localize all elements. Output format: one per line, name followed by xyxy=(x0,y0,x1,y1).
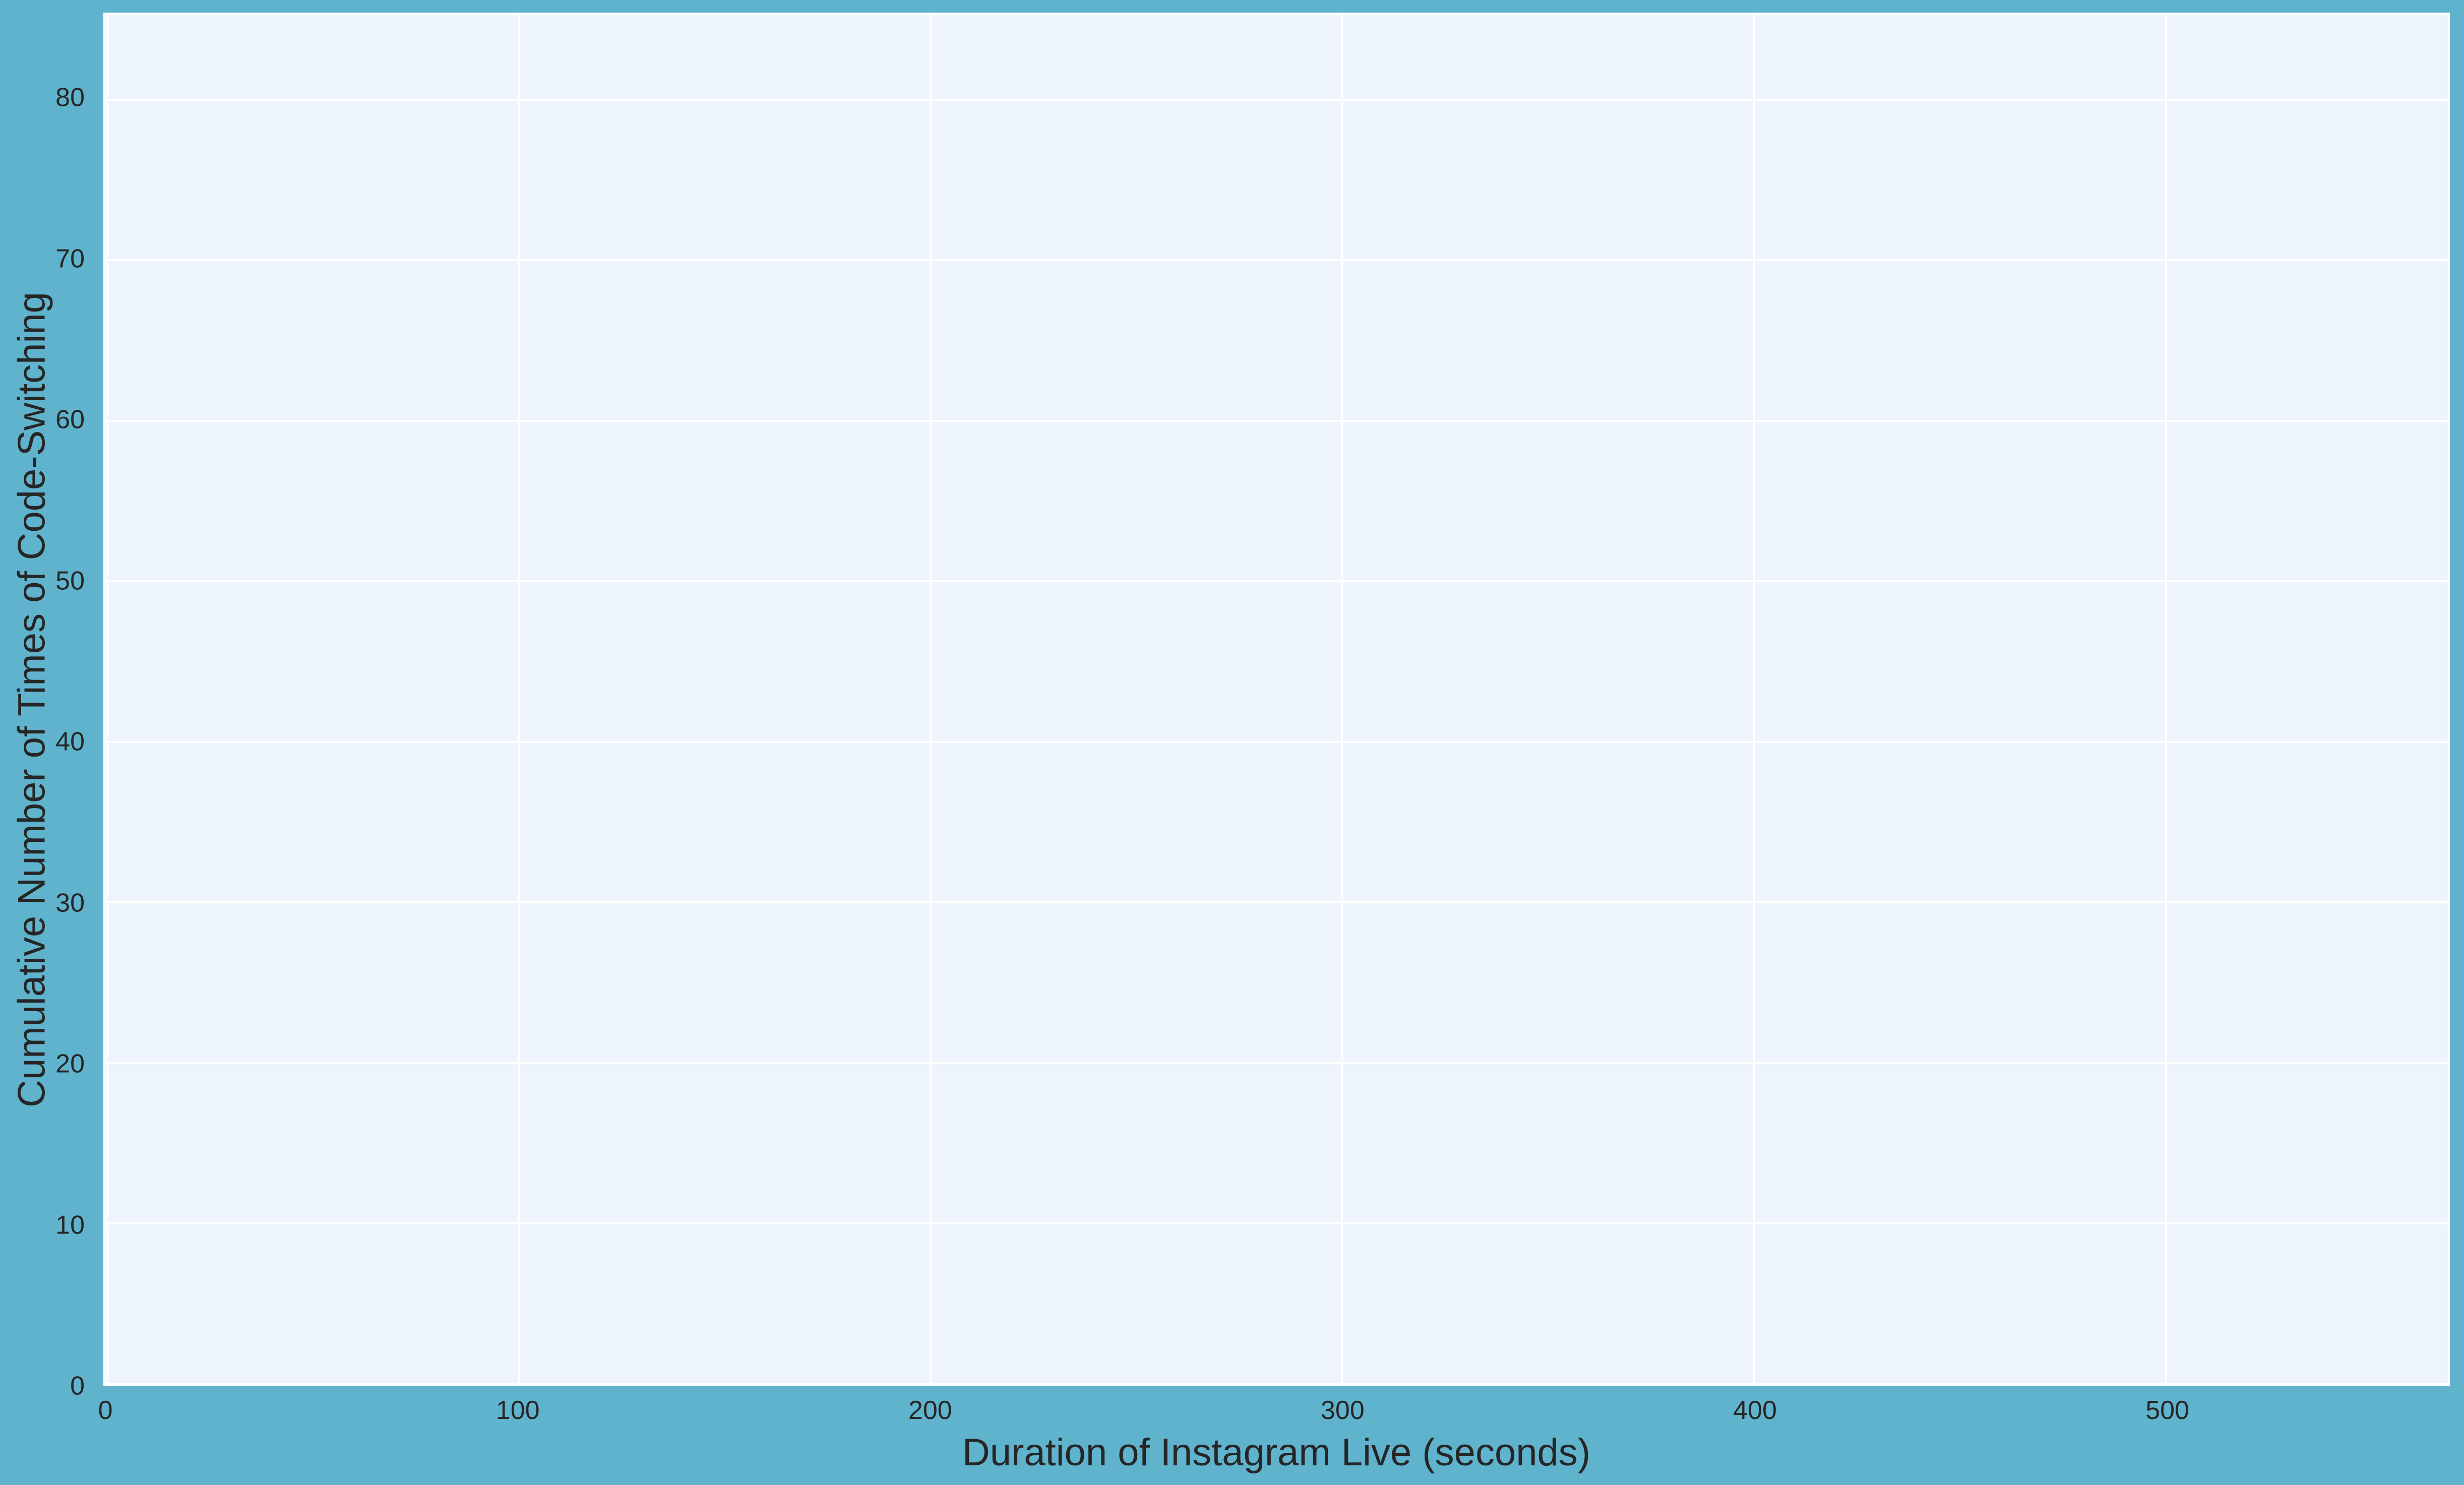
x-gridline xyxy=(106,15,109,1384)
y-tick-label: 20 xyxy=(55,1049,85,1079)
y-tick-label: 70 xyxy=(55,244,85,274)
y-axis-label: Cumulative Number of Times of Code-Switc… xyxy=(10,292,53,1107)
y-tick-label: 40 xyxy=(55,727,85,757)
y-gridline xyxy=(105,1383,2448,1384)
y-tick-label: 60 xyxy=(55,405,85,435)
y-gridline xyxy=(105,740,2448,743)
x-gridline xyxy=(930,15,932,1384)
y-gridline xyxy=(105,259,2448,262)
y-tick-label: 80 xyxy=(55,83,85,112)
y-gridline xyxy=(105,580,2448,583)
y-tick-label: 50 xyxy=(55,566,85,596)
x-gridline xyxy=(518,15,520,1384)
y-gridline xyxy=(105,1222,2448,1225)
x-gridline xyxy=(1753,15,1755,1384)
y-tick-label: 30 xyxy=(55,888,85,918)
y-gridline xyxy=(105,901,2448,904)
y-tick-label: 10 xyxy=(55,1210,85,1240)
x-gridline xyxy=(1341,15,1344,1384)
y-gridline xyxy=(105,419,2448,422)
x-tick-label: 400 xyxy=(1733,1396,1777,1425)
x-tick-label: 100 xyxy=(496,1396,540,1425)
y-gridline xyxy=(105,98,2448,101)
x-tick-label: 0 xyxy=(98,1396,113,1425)
x-axis-label: Duration of Instagram Live (seconds) xyxy=(962,1431,1591,1474)
y-gridline xyxy=(105,1062,2448,1064)
x-tick-label: 300 xyxy=(1321,1396,1365,1425)
plot-area xyxy=(103,13,2450,1386)
x-tick-label: 500 xyxy=(2145,1396,2189,1425)
x-gridline xyxy=(2165,15,2167,1384)
x-tick-label: 200 xyxy=(908,1396,952,1425)
y-tick-label: 0 xyxy=(70,1371,85,1401)
